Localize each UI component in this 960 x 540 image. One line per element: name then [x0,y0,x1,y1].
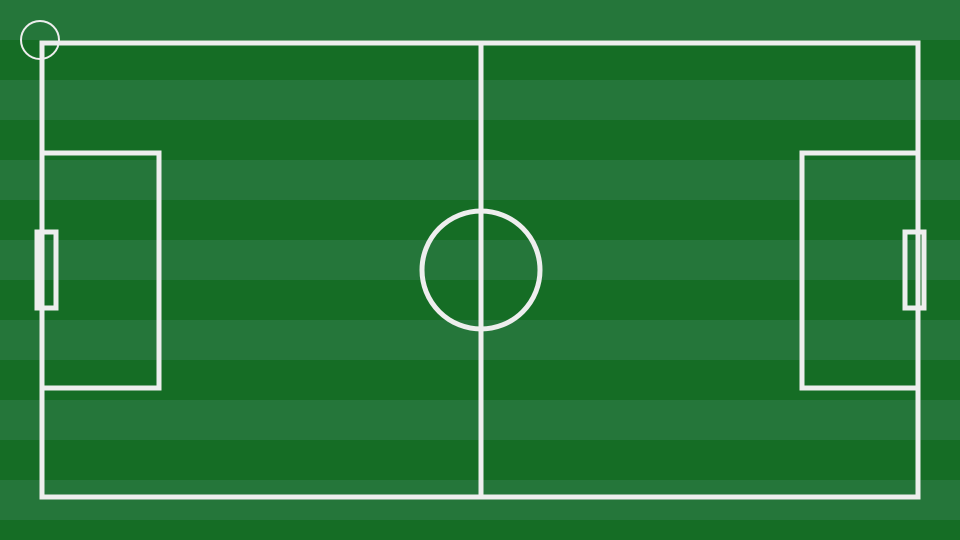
left-penalty-box [39,150,162,391]
left-goal [34,229,59,311]
right-goal [902,229,927,311]
center-circle [419,208,543,332]
right-penalty-box [799,150,921,391]
circle-marker-icon [20,20,60,60]
